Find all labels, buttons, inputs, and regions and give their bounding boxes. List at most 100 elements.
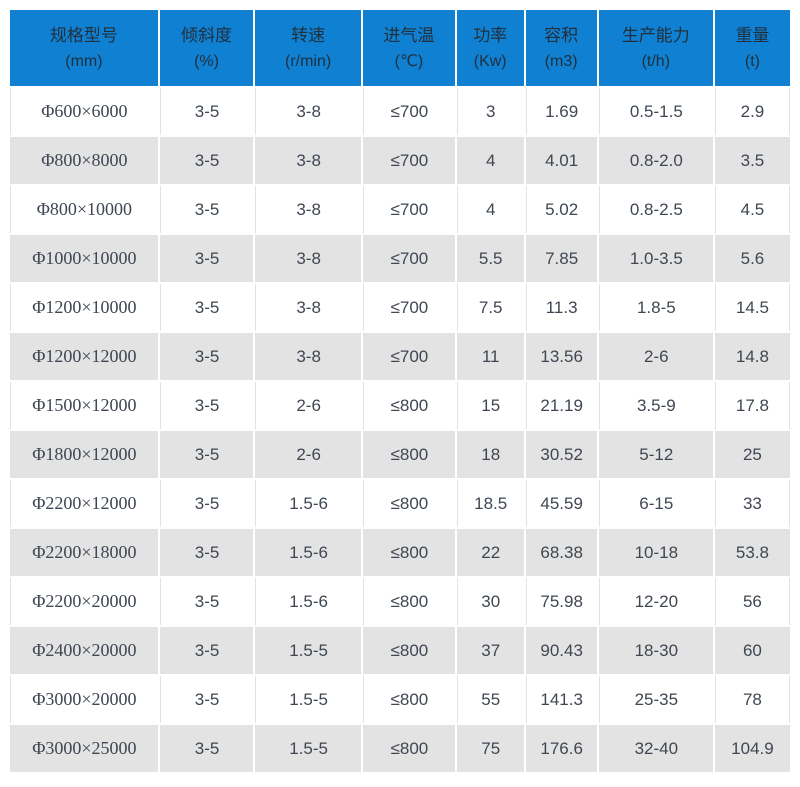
value-cell: 3-5: [159, 382, 254, 429]
value-cell: 45.59: [525, 480, 597, 527]
model-cell: Φ2200×20000: [10, 578, 158, 625]
value-cell: 3-8: [255, 333, 361, 380]
model-cell: Φ1000×10000: [10, 235, 158, 282]
value-cell: ≤700: [362, 284, 455, 331]
value-cell: 30: [456, 578, 524, 625]
model-cell: Φ1200×12000: [10, 333, 158, 380]
column-unit: (℃): [394, 52, 424, 70]
value-cell: 75.98: [525, 578, 597, 625]
value-cell: 176.6: [525, 725, 597, 772]
value-cell: 60: [714, 627, 790, 674]
model-cell: Φ2200×12000: [10, 480, 158, 527]
spec-table: 规格型号 (mm) 倾斜度 (%) 转速 (r/min) 进气温 (℃) 功率 (Kw) 容积 (m3…: [8, 8, 792, 774]
value-cell: 18: [456, 431, 524, 478]
value-cell: ≤700: [362, 235, 455, 282]
column-header-5: 功率 (Kw): [456, 10, 524, 86]
table-header: 规格型号 (mm) 倾斜度 (%) 转速 (r/min) 进气温 (℃) 功率 (Kw) 容积 (m3…: [10, 10, 790, 86]
table-row: Φ800×10000 3-5 3-8 ≤700 4 5.02 0.8-2.5 4.5: [10, 186, 790, 233]
value-cell: 68.38: [525, 529, 597, 576]
value-cell: 18.5: [456, 480, 524, 527]
value-cell: 1.69: [525, 88, 597, 135]
column-unit: (mm): [65, 52, 103, 70]
column-label: 转速: [291, 26, 326, 46]
value-cell: 30.52: [525, 431, 597, 478]
value-cell: 25: [714, 431, 790, 478]
value-cell: 55: [456, 676, 524, 723]
value-cell: 3-8: [255, 284, 361, 331]
value-cell: 3-8: [255, 186, 361, 233]
value-cell: 3-5: [159, 676, 254, 723]
value-cell: 6-15: [598, 480, 713, 527]
value-cell: ≤800: [362, 676, 455, 723]
value-cell: ≤700: [362, 333, 455, 380]
value-cell: ≤800: [362, 529, 455, 576]
value-cell: ≤700: [362, 186, 455, 233]
column-label: 规格型号: [49, 26, 118, 46]
value-cell: 17.8: [714, 382, 790, 429]
value-cell: 4.01: [525, 137, 597, 184]
model-cell: Φ600×6000: [10, 88, 158, 135]
model-cell: Φ3000×25000: [10, 725, 158, 772]
model-cell: Φ1200×10000: [10, 284, 158, 331]
value-cell: 37: [456, 627, 524, 674]
value-cell: 14.5: [714, 284, 790, 331]
value-cell: 1.5-5: [255, 725, 361, 772]
column-unit: (Kw): [473, 52, 507, 70]
table-row: Φ1200×12000 3-5 3-8 ≤700 11 13.56 2-6 14.8: [10, 333, 790, 380]
value-cell: 25-35: [598, 676, 713, 723]
value-cell: 2-6: [255, 382, 361, 429]
value-cell: 4: [456, 137, 524, 184]
value-cell: 5.5: [456, 235, 524, 282]
value-cell: 3-5: [159, 725, 254, 772]
value-cell: 7.85: [525, 235, 597, 282]
model-cell: Φ800×8000: [10, 137, 158, 184]
model-cell: Φ2400×20000: [10, 627, 158, 674]
value-cell: 3-5: [159, 431, 254, 478]
value-cell: 53.8: [714, 529, 790, 576]
value-cell: ≤800: [362, 480, 455, 527]
value-cell: 1.5-6: [255, 529, 361, 576]
table-row: Φ600×6000 3-5 3-8 ≤700 3 1.69 0.5-1.5 2.9: [10, 88, 790, 135]
value-cell: 1.5-6: [255, 480, 361, 527]
value-cell: 21.19: [525, 382, 597, 429]
table-row: Φ800×8000 3-5 3-8 ≤700 4 4.01 0.8-2.0 3.5: [10, 137, 790, 184]
value-cell: 13.56: [525, 333, 597, 380]
table-row: Φ1800×12000 3-5 2-6 ≤800 18 30.52 5-12 25: [10, 431, 790, 478]
value-cell: 3-5: [159, 627, 254, 674]
value-cell: 12-20: [598, 578, 713, 625]
value-cell: 10-18: [598, 529, 713, 576]
column-unit: (m3): [544, 52, 578, 70]
value-cell: ≤800: [362, 578, 455, 625]
value-cell: ≤800: [362, 431, 455, 478]
value-cell: 5.6: [714, 235, 790, 282]
value-cell: 5-12: [598, 431, 713, 478]
table-row: Φ2200×12000 3-5 1.5-6 ≤800 18.5 45.59 6-15 33: [10, 480, 790, 527]
header-row: 规格型号 (mm) 倾斜度 (%) 转速 (r/min) 进气温 (℃) 功率 (Kw) 容积 (m3…: [10, 10, 790, 86]
value-cell: 3-5: [159, 529, 254, 576]
table-row: Φ1000×10000 3-5 3-8 ≤700 5.5 7.85 1.0-3.5 5.6: [10, 235, 790, 282]
column-header-1: 规格型号 (mm): [10, 10, 158, 86]
value-cell: 5.02: [525, 186, 597, 233]
value-cell: 0.5-1.5: [598, 88, 713, 135]
value-cell: 1.0-3.5: [598, 235, 713, 282]
table-row: Φ3000×20000 3-5 1.5-5 ≤800 55 141.3 25-35 78: [10, 676, 790, 723]
value-cell: ≤700: [362, 137, 455, 184]
model-cell: Φ3000×20000: [10, 676, 158, 723]
value-cell: 0.8-2.5: [598, 186, 713, 233]
column-header-3: 转速 (r/min): [255, 10, 361, 86]
value-cell: ≤800: [362, 382, 455, 429]
column-unit: (r/min): [285, 52, 332, 70]
value-cell: 3.5: [714, 137, 790, 184]
value-cell: 1.8-5: [598, 284, 713, 331]
table-row: Φ2200×20000 3-5 1.5-6 ≤800 30 75.98 12-20 56: [10, 578, 790, 625]
column-label: 倾斜度: [181, 26, 233, 46]
column-label: 重量: [735, 26, 770, 46]
value-cell: 3: [456, 88, 524, 135]
value-cell: ≤800: [362, 627, 455, 674]
column-label: 生产能力: [621, 26, 690, 46]
value-cell: 18-30: [598, 627, 713, 674]
value-cell: 2.9: [714, 88, 790, 135]
column-label: 功率: [473, 26, 508, 46]
value-cell: 3-5: [159, 578, 254, 625]
table-row: Φ3000×25000 3-5 1.5-5 ≤800 75 176.6 32-40 104.9: [10, 725, 790, 772]
